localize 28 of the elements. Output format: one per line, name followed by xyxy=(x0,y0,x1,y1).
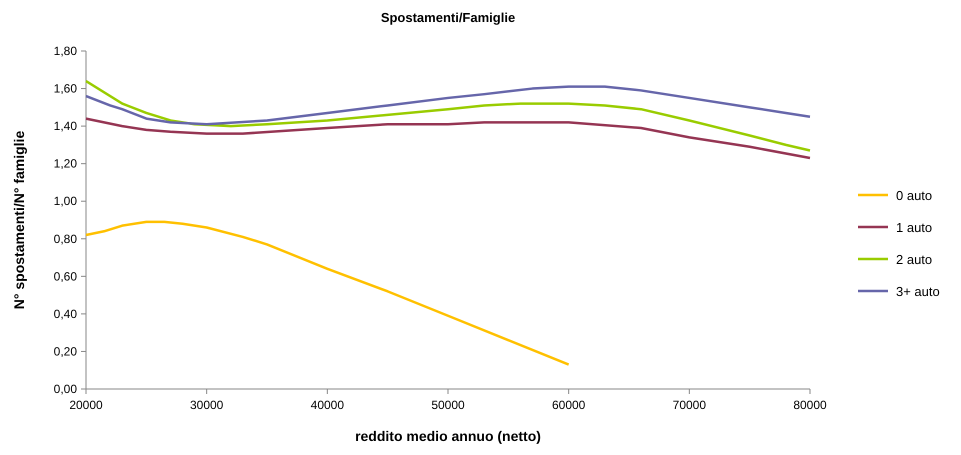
line-series xyxy=(84,220,570,366)
y-tick-label: 1,20 xyxy=(54,156,78,171)
chart-title: Spostamenti/Famiglie xyxy=(380,10,516,25)
legend-label: 2 auto xyxy=(896,252,932,267)
line-series xyxy=(84,80,812,152)
y-tick-label: 1,60 xyxy=(54,82,78,96)
x-tick-label: 60000 xyxy=(552,398,586,412)
y-tick-label: 0,20 xyxy=(54,344,78,358)
x-tick-label: 80000 xyxy=(793,398,828,412)
y-tick-label: 0,40 xyxy=(54,306,78,321)
line-series xyxy=(84,85,812,126)
x-tick-label: 30000 xyxy=(190,398,224,412)
legend-label: 1 auto xyxy=(896,220,932,235)
y-axis-title: N° spostamenti/N° famiglie xyxy=(11,130,27,310)
y-tick-label: 0,00 xyxy=(54,382,78,396)
legend-label: 0 auto xyxy=(896,188,932,203)
x-tick-label: 40000 xyxy=(310,398,344,412)
y-tick-label: 0,80 xyxy=(54,232,78,246)
y-tick-label: 0,60 xyxy=(54,269,78,284)
y-tick-label: 1,40 xyxy=(54,119,78,134)
x-tick-label: 20000 xyxy=(69,398,104,412)
y-tick-label: 1,00 xyxy=(54,194,78,208)
y-tick-label: 1,80 xyxy=(54,44,78,58)
x-tick-label: 70000 xyxy=(672,398,706,412)
x-tick-label: 50000 xyxy=(431,398,466,412)
x-axis-title: reddito medio annuo (netto) xyxy=(355,428,541,444)
line-series xyxy=(84,117,812,160)
legend-label: 3+ auto xyxy=(896,284,940,299)
